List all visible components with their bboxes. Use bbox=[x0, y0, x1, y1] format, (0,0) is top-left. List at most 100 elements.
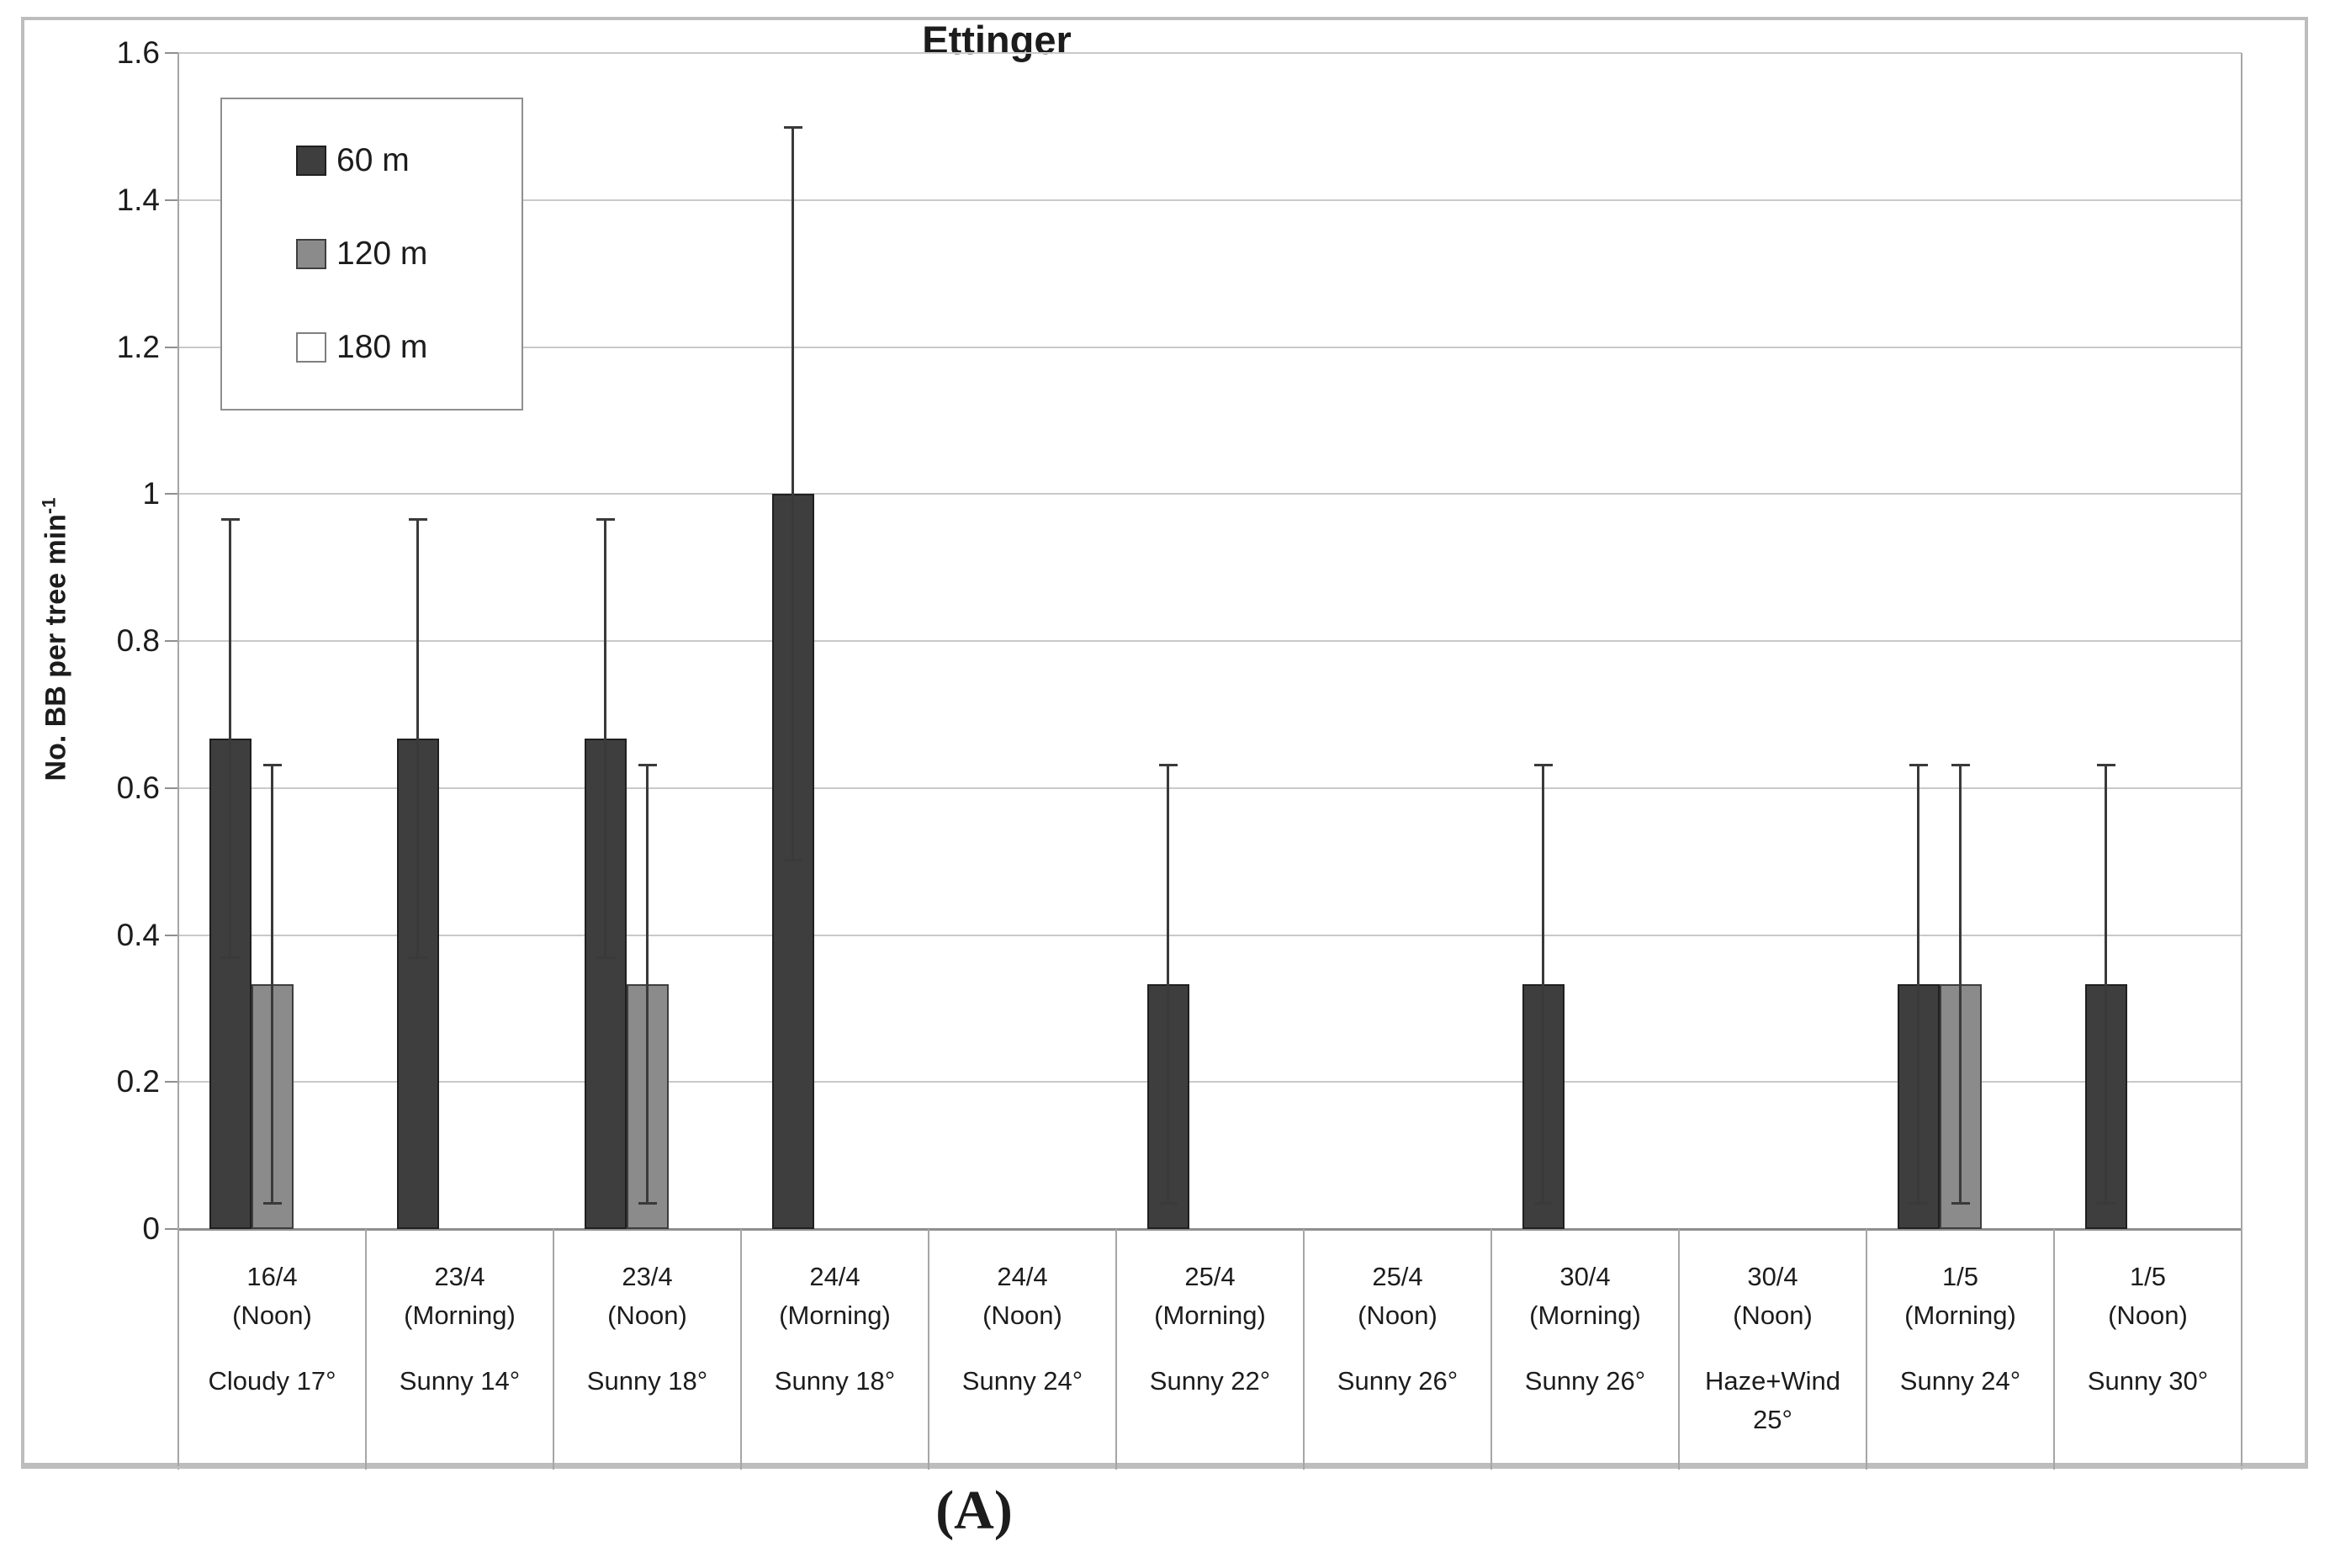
error-bar-60m-cat6 bbox=[1167, 764, 1169, 1205]
error-bar-cap-top bbox=[596, 518, 615, 521]
category-cell: 24/4 (Noon) Sunny 24° bbox=[929, 1229, 1116, 1470]
y-gridline bbox=[178, 199, 2242, 201]
error-bar-cap-bottom bbox=[638, 1202, 657, 1205]
error-bar-cap-bottom bbox=[1951, 1202, 1970, 1205]
category-date-label: 24/4 bbox=[997, 1262, 1048, 1291]
category-session-label: (Noon) bbox=[982, 1300, 1062, 1330]
error-bar-cap-top bbox=[2097, 764, 2115, 766]
error-bar-60m-cat4 bbox=[792, 126, 794, 861]
y-axis-line bbox=[177, 53, 179, 1470]
category-date-label: 25/4 bbox=[1184, 1262, 1236, 1291]
error-bar-cap-top bbox=[1534, 764, 1553, 766]
error-bar-cap-bottom bbox=[596, 956, 615, 959]
error-bar-cap-bottom bbox=[784, 859, 802, 861]
category-separator bbox=[1678, 1229, 1680, 1470]
category-session-label: (Morning) bbox=[779, 1300, 891, 1330]
category-cell: 16/4 (Noon) Cloudy 17° bbox=[178, 1229, 366, 1470]
error-bar-cap-bottom bbox=[1159, 1202, 1178, 1205]
category-weather-label: Sunny 14° bbox=[399, 1366, 521, 1396]
error-bar-cap-bottom bbox=[221, 956, 240, 959]
legend-swatch-60m-icon bbox=[296, 146, 326, 177]
y-gridline bbox=[178, 935, 2242, 936]
category-session-label: (Noon) bbox=[1733, 1300, 1813, 1330]
category-weather-label: Haze+Wind 25° bbox=[1704, 1366, 1841, 1434]
legend: 60 m 120 m 180 m bbox=[220, 98, 523, 411]
category-session-label: (Morning) bbox=[1904, 1300, 2016, 1330]
category-cell: 23/4 (Noon) Sunny 18° bbox=[553, 1229, 741, 1470]
category-date-label: 23/4 bbox=[622, 1262, 673, 1291]
error-bar-60m-cat2 bbox=[416, 518, 419, 959]
y-gridline bbox=[178, 493, 2242, 495]
category-date-label: 24/4 bbox=[809, 1262, 860, 1291]
y-tick-label: 1 bbox=[142, 476, 160, 511]
error-bar-cap-bottom bbox=[263, 1202, 282, 1205]
error-bar-120m-cat3 bbox=[646, 764, 649, 1205]
category-cell: 25/4 (Morning) Sunny 22° bbox=[1116, 1229, 1304, 1470]
error-bar-60m-cat10 bbox=[1917, 764, 1919, 1205]
error-bar-cap-bottom bbox=[409, 956, 427, 959]
category-cell: 23/4 (Morning) Sunny 14° bbox=[366, 1229, 553, 1470]
legend-swatch-120m-icon bbox=[296, 238, 326, 269]
category-session-label: (Noon) bbox=[607, 1300, 687, 1330]
y-tick-label: 0.6 bbox=[116, 771, 160, 805]
legend-item-60m: 60 m bbox=[296, 142, 522, 179]
y-tick-mark bbox=[165, 493, 178, 495]
error-bar-120m-cat1 bbox=[271, 764, 273, 1205]
category-date-label: 30/4 bbox=[1559, 1262, 1611, 1291]
y-gridline bbox=[178, 640, 2242, 642]
y-tick-label: 1.4 bbox=[116, 183, 160, 217]
error-bar-120m-cat10 bbox=[1959, 764, 1962, 1205]
category-session-label: (Morning) bbox=[404, 1300, 516, 1330]
category-session-label: (Morning) bbox=[1154, 1300, 1266, 1330]
y-tick-label: 1.2 bbox=[116, 330, 160, 364]
category-weather-label: Sunny 24° bbox=[961, 1366, 1083, 1396]
category-cell: 1/5 (Morning) Sunny 24° bbox=[1866, 1229, 2054, 1470]
category-cell: 30/4 (Noon) Haze+Wind 25° bbox=[1679, 1229, 1866, 1470]
category-separator bbox=[928, 1229, 929, 1470]
category-separator bbox=[1115, 1229, 1117, 1470]
error-bar-cap-bottom bbox=[1909, 1202, 1928, 1205]
category-date-label: 25/4 bbox=[1372, 1262, 1423, 1291]
category-weather-label: Sunny 30° bbox=[2087, 1366, 2209, 1396]
chart-outer-border bbox=[21, 17, 2308, 1466]
y-gridline bbox=[178, 52, 2242, 54]
category-separator bbox=[2053, 1229, 2055, 1470]
error-bar-cap-top bbox=[1159, 764, 1178, 766]
y-tick-label: 0.2 bbox=[116, 1064, 160, 1099]
category-session-label: (Noon) bbox=[2108, 1300, 2188, 1330]
y-gridline bbox=[178, 347, 2242, 348]
category-weather-label: Sunny 18° bbox=[586, 1366, 708, 1396]
category-weather-label: Sunny 26° bbox=[1524, 1366, 1646, 1396]
category-cell: 30/4 (Morning) Sunny 26° bbox=[1491, 1229, 1679, 1470]
category-separator bbox=[365, 1229, 367, 1470]
category-date-label: 16/4 bbox=[246, 1262, 298, 1291]
error-bar-60m-cat11 bbox=[2105, 764, 2107, 1205]
chart-title: Ettinger bbox=[922, 18, 1072, 62]
error-bar-cap-top bbox=[638, 764, 657, 766]
y-tick-label: 1.6 bbox=[116, 35, 160, 70]
category-band-bottom-line bbox=[21, 1466, 2308, 1469]
category-separator bbox=[553, 1229, 554, 1470]
y-tick-mark bbox=[165, 1228, 178, 1230]
error-bar-cap-top bbox=[409, 518, 427, 521]
y-tick-label: 0 bbox=[142, 1211, 160, 1246]
category-date-label: 23/4 bbox=[434, 1262, 485, 1291]
category-cell: 25/4 (Noon) Sunny 26° bbox=[1304, 1229, 1491, 1470]
category-date-label: 1/5 bbox=[2129, 1262, 2167, 1291]
category-session-label: (Noon) bbox=[232, 1300, 312, 1330]
category-weather-label: Sunny 22° bbox=[1149, 1366, 1271, 1396]
y-tick-mark bbox=[165, 935, 178, 936]
category-date-label: 1/5 bbox=[1941, 1262, 1979, 1291]
y-tick-mark bbox=[165, 52, 178, 54]
category-weather-label: Sunny 18° bbox=[774, 1366, 896, 1396]
error-bar-60m-cat3 bbox=[604, 518, 606, 959]
category-session-label: (Noon) bbox=[1358, 1300, 1438, 1330]
category-date-label: 30/4 bbox=[1747, 1262, 1798, 1291]
plot-right-border bbox=[2241, 53, 2242, 1470]
y-gridline bbox=[178, 787, 2242, 789]
category-weather-label: Cloudy 17° bbox=[208, 1366, 336, 1396]
error-bar-cap-top bbox=[784, 126, 802, 129]
figure-caption: (A) bbox=[935, 1480, 1013, 1541]
y-tick-mark bbox=[165, 347, 178, 348]
